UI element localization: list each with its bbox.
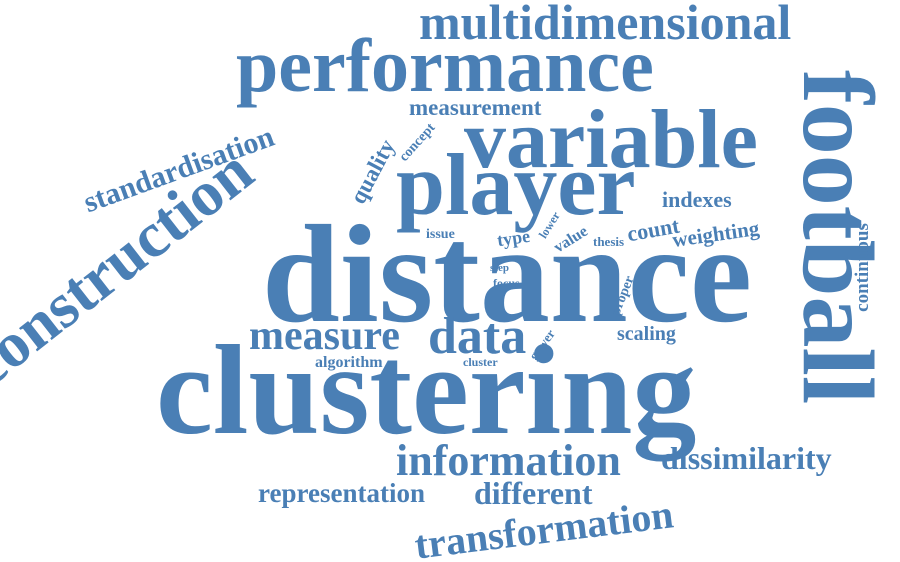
word-continuous: continuous <box>851 223 873 312</box>
word-data: data <box>428 308 527 365</box>
word-variable: variable <box>464 93 758 186</box>
word-step: step <box>490 262 509 274</box>
word-measurement: measurement <box>409 95 542 120</box>
word-performance: performance <box>236 24 654 108</box>
word-cluster: cluster <box>463 355 498 369</box>
word-clustering: clustering <box>156 319 697 461</box>
word-algorithm: algorithm <box>315 354 383 371</box>
word-issue: issue <box>426 227 455 242</box>
word-football: football <box>781 69 895 405</box>
word-representation: representation <box>258 478 425 508</box>
word-thesis: thesis <box>593 234 625 249</box>
word-dissimilarity: dissimilarity <box>661 440 832 476</box>
word-information: information <box>396 436 621 485</box>
word-player: player <box>396 137 636 234</box>
word-indexes: indexes <box>662 187 732 212</box>
word-scaling: scaling <box>617 323 676 345</box>
word-focus: focus <box>493 276 520 290</box>
word-different: different <box>474 475 593 511</box>
word-distance: distance <box>262 197 752 352</box>
word-measure: measure <box>249 313 400 359</box>
word-multidimensional: multidimensional <box>419 0 792 50</box>
